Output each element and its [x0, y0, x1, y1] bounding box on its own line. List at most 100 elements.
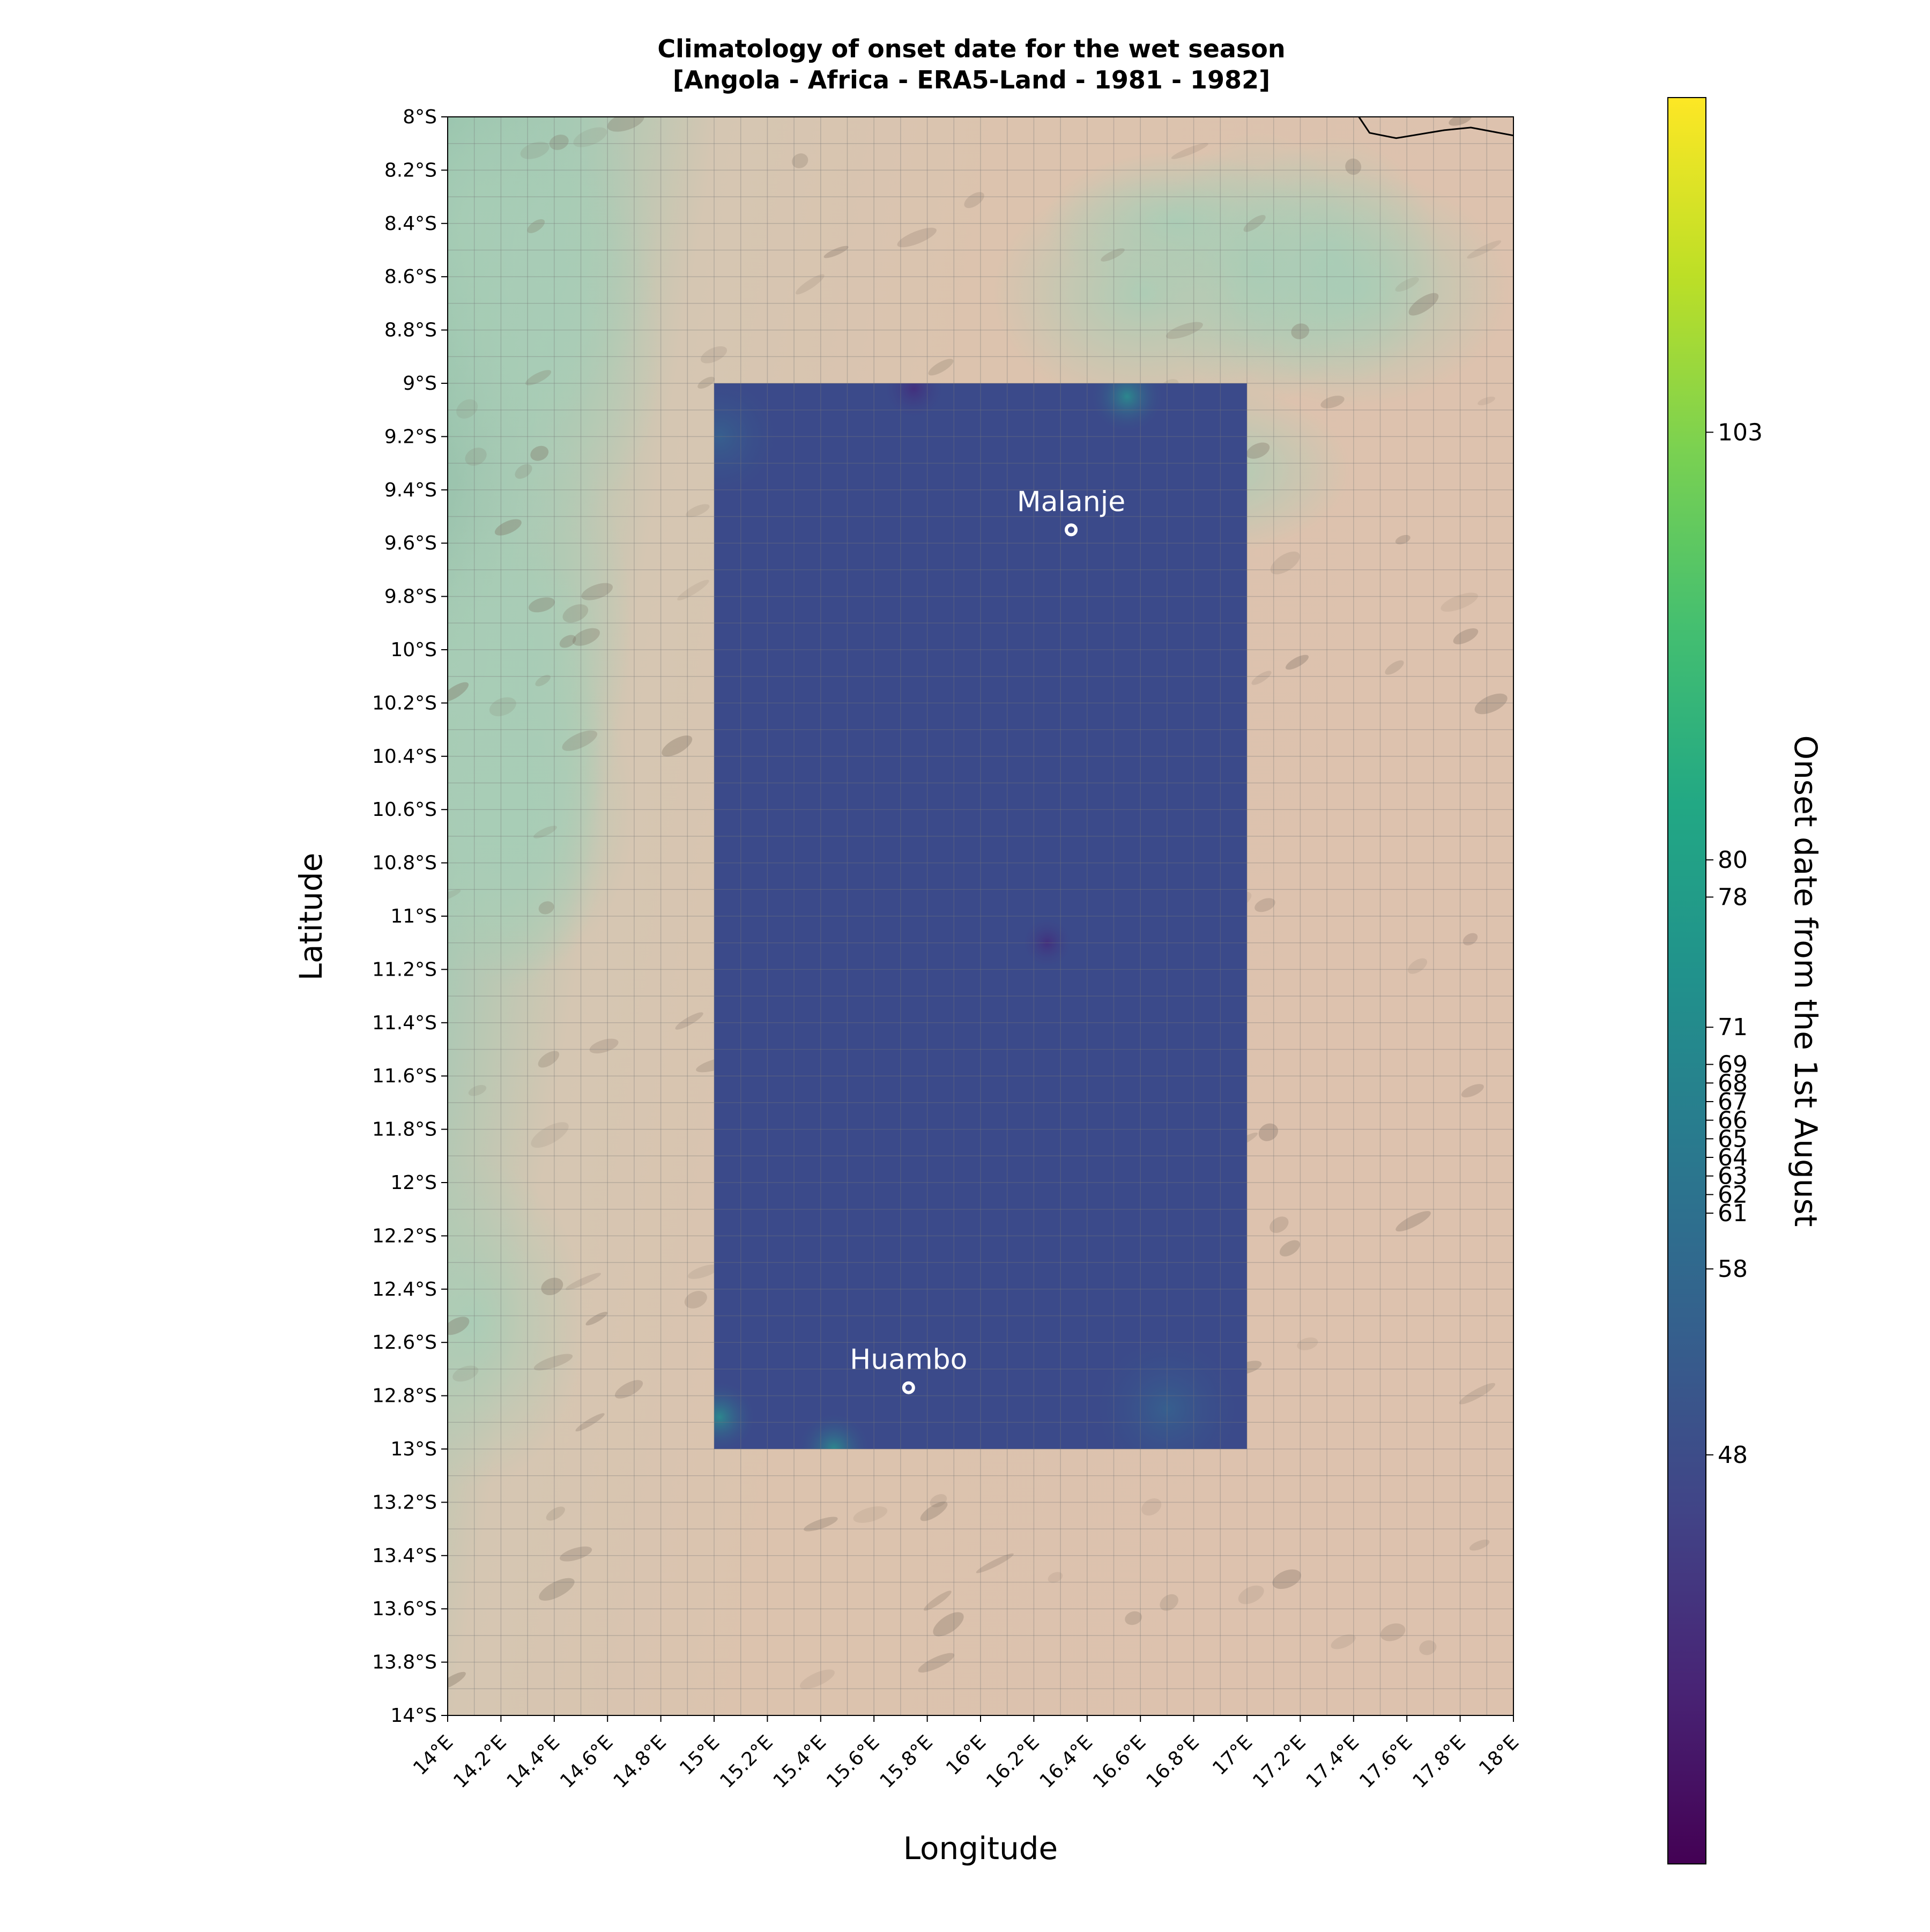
- terrain-ridge: [614, 1380, 643, 1399]
- x-tick-label: 17.2°E: [1249, 1731, 1310, 1792]
- terrain-ridge: [1474, 693, 1508, 715]
- x-tick-label: 17.6°E: [1355, 1731, 1416, 1792]
- terrain-green-patch: [992, 176, 1295, 410]
- y-tick-label: 8.8°S: [384, 319, 437, 341]
- chart-subtitle: [Angola - Africa - ERA5-Land - 1981 - 19…: [673, 65, 1270, 94]
- colorbar-label: Onset date from the 1st August: [1787, 735, 1824, 1227]
- x-tick-label: 14°E: [409, 1731, 457, 1779]
- terrain-ridge: [1171, 143, 1208, 159]
- y-tick-label: 10.2°S: [372, 692, 437, 714]
- field-variation: [796, 1411, 872, 1449]
- terrain-ridge: [465, 448, 487, 466]
- field-variation: [714, 383, 784, 501]
- field-variation: [881, 383, 946, 421]
- terrain-ridge: [539, 1578, 575, 1601]
- y-tick-label: 12.4°S: [372, 1279, 437, 1301]
- terrain-ridge: [515, 464, 532, 479]
- terrain-ridge: [1478, 396, 1495, 406]
- terrain-ridge: [1125, 1611, 1142, 1625]
- terrain-ridge: [1258, 1123, 1279, 1141]
- colorbar-tick-label: 64: [1718, 1144, 1748, 1171]
- y-tick-label: 10.6°S: [372, 799, 437, 821]
- terrain-ridge: [1166, 322, 1203, 339]
- field-variation: [714, 1379, 757, 1449]
- terrain-ridge: [1461, 1084, 1484, 1098]
- terrain-ridge: [1407, 958, 1427, 974]
- y-tick-label: 13.8°S: [372, 1652, 437, 1674]
- x-tick-label: 14.2°E: [449, 1731, 510, 1792]
- terrain-ridge: [792, 153, 808, 168]
- terrain-ridge: [589, 1038, 619, 1054]
- terrain-ridge: [575, 1413, 605, 1432]
- y-axis-label: Latitude: [293, 853, 329, 981]
- terrain-ridge: [1345, 158, 1362, 175]
- colorbar-tick-label: 66: [1718, 1107, 1748, 1134]
- x-tick-label: 16.8°E: [1142, 1731, 1203, 1792]
- terrain-ridge: [494, 519, 522, 536]
- y-tick-label: 8.4°S: [384, 213, 437, 235]
- terrain-ridge: [1395, 1211, 1431, 1232]
- terrain-ridge: [1469, 1540, 1490, 1551]
- terrain-ridge: [573, 127, 607, 147]
- x-tick-label: 17°E: [1208, 1731, 1257, 1779]
- terrain-ridge: [1270, 1216, 1289, 1233]
- city-marker: [902, 1381, 915, 1394]
- y-tick-label: 9.2°S: [384, 426, 437, 448]
- y-tick-label: 13.4°S: [372, 1545, 437, 1567]
- terrain-ridge: [533, 1354, 573, 1371]
- terrain-ridge: [700, 346, 728, 363]
- terrain-ridge: [1254, 898, 1275, 912]
- x-tick-label: 15.4°E: [769, 1731, 830, 1792]
- terrain-ridge: [918, 1653, 955, 1673]
- x-tick-label: 18°E: [1475, 1731, 1523, 1779]
- y-tick-label: 11°S: [390, 905, 437, 927]
- terrain-ridge: [452, 1365, 479, 1382]
- terrain-ridge: [1463, 933, 1478, 946]
- chart-title: Climatology of onset date for the wet se…: [657, 34, 1285, 63]
- x-tick-label: 16.4°E: [1036, 1731, 1097, 1792]
- terrain-ridge: [520, 142, 550, 159]
- terrain-ridge: [930, 1494, 947, 1507]
- field-variation: [1086, 1328, 1247, 1449]
- terrain-ridge: [853, 1506, 888, 1523]
- city-marker: [1064, 523, 1078, 537]
- city-label: Malanje: [1017, 486, 1125, 518]
- terrain-ridge: [535, 674, 551, 687]
- field-variation: [1089, 383, 1165, 434]
- y-tick-label: 8.6°S: [384, 266, 437, 288]
- terrain-ridge: [1467, 240, 1502, 259]
- x-tick-label: 15.6°E: [822, 1731, 884, 1792]
- terrain-ridge: [448, 682, 469, 702]
- terrain-ridge: [581, 583, 613, 600]
- terrain-ridge: [1441, 592, 1478, 612]
- terrain-ridge: [1238, 1585, 1264, 1604]
- terrain-ridge: [538, 901, 554, 915]
- terrain-ridge: [800, 1669, 835, 1689]
- terrain-ridge: [677, 579, 709, 601]
- terrain-ridge: [1270, 551, 1300, 575]
- terrain-ridge: [920, 1502, 948, 1521]
- country-border-line: [1358, 117, 1513, 139]
- y-tick-label: 12°S: [390, 1172, 437, 1194]
- city-markers: Malanje Huambo: [850, 486, 1125, 1394]
- x-tick-label: 17.4°E: [1302, 1731, 1363, 1792]
- colorbar-tick-label: 58: [1718, 1255, 1748, 1283]
- x-axis-label: Longitude: [903, 1830, 1058, 1867]
- terrain-ridge: [1048, 1572, 1063, 1583]
- terrain-ridge: [572, 628, 600, 646]
- terrain-ridge: [541, 1277, 563, 1296]
- colorbar-tick-label: 48: [1718, 1441, 1748, 1469]
- terrain-ridge: [1272, 1569, 1301, 1589]
- x-tick-label: 14.6°E: [556, 1731, 617, 1792]
- colorbar-tick-label: 61: [1718, 1200, 1748, 1227]
- terrain-ridge: [1101, 248, 1125, 262]
- y-tick-label: 9.8°S: [384, 586, 437, 608]
- terrain-ridge: [448, 1317, 470, 1335]
- terrain-ridge: [823, 246, 849, 258]
- terrain-ridge: [1408, 293, 1439, 316]
- colorbar-gradient: [1667, 97, 1706, 1864]
- y-tick-label: 12.6°S: [372, 1332, 437, 1354]
- terrain-ridge: [1459, 1383, 1496, 1405]
- terrain-ridge: [1291, 323, 1310, 339]
